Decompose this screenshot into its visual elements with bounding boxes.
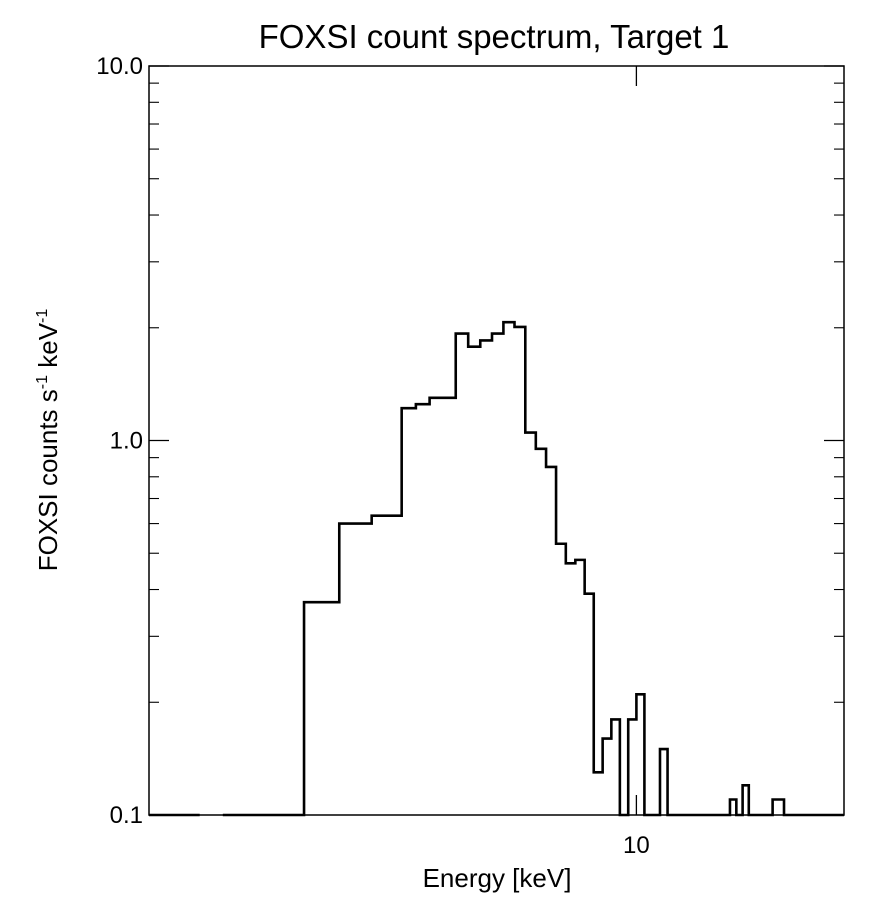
y-tick-label: 10.0 <box>96 53 143 80</box>
y-axis-label: FOXSI counts s-1 keV-1 <box>33 309 63 572</box>
plot-frame <box>148 65 845 816</box>
y-tick-label: 0.1 <box>110 802 143 829</box>
chart-title: FOXSI count spectrum, Target 1 <box>259 18 730 55</box>
axis-ticks <box>149 65 844 816</box>
y-axis-label-main: FOXSI counts s <box>33 389 63 571</box>
histogram-series <box>149 320 844 817</box>
y-axis-label-exponent-1: -1 <box>34 375 51 389</box>
y-tick-label: 1.0 <box>110 428 143 455</box>
tick-labels: 0.1 1.0 10.0 10 <box>96 53 649 859</box>
x-tick-label: 10 <box>623 832 650 859</box>
spectrum-step-line <box>222 320 844 817</box>
x-axis-label: Energy [keV] <box>423 863 572 893</box>
y-axis-label-exponent-2: -1 <box>34 309 51 323</box>
y-axis-label-unit: keV <box>33 322 63 375</box>
